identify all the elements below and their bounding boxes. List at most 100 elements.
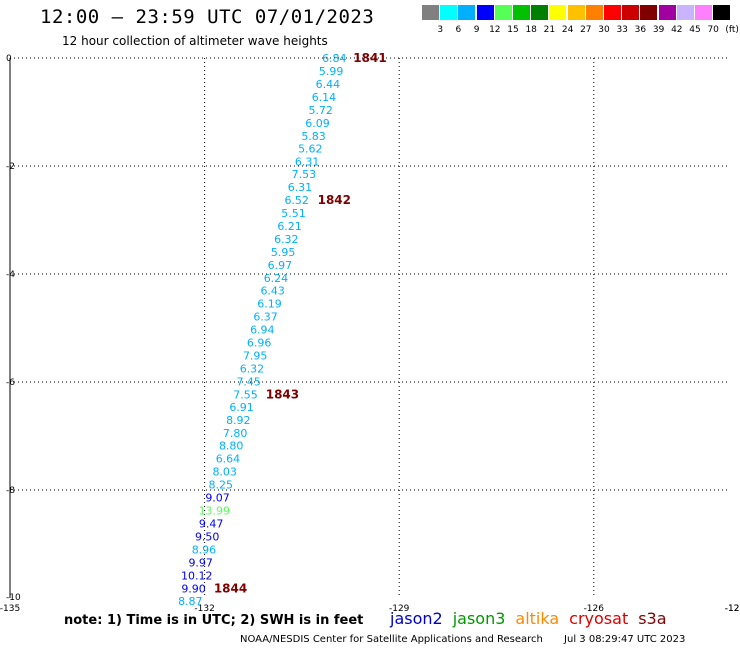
scale-swatch <box>695 5 712 20</box>
scale-swatch <box>549 5 567 20</box>
scale-swatch <box>458 5 476 20</box>
wave-height-point: 5.95 <box>271 246 296 259</box>
wave-height-point: 9.97 <box>188 556 213 569</box>
scale-label: 18 <box>525 25 537 35</box>
scale-swatch <box>640 5 658 20</box>
wave-height-point: 5.51 <box>281 207 306 220</box>
scale-swatch <box>476 5 494 20</box>
wave-height-point: 5.83 <box>301 130 326 143</box>
scale-label: 21 <box>543 25 556 35</box>
scale-swatch <box>422 5 439 20</box>
wave-height-point: 6.31 <box>288 181 313 194</box>
wave-height-point: 9.07 <box>205 492 230 505</box>
wave-height-point: 8.87 <box>178 595 203 608</box>
satellite-jason2: jason2 <box>390 609 443 628</box>
chart-title: 12:00 – 23:59 UTC 07/01/2023 <box>40 6 375 28</box>
wave-height-point: 6.21 <box>277 220 302 233</box>
scale-swatch <box>676 5 694 20</box>
time-label: 1841 <box>353 51 386 65</box>
y-tick-label: -4 <box>6 270 15 280</box>
wave-height-point: 8.80 <box>219 440 244 453</box>
wave-height-point: 8.03 <box>212 466 237 479</box>
scale-label: 3 <box>437 25 444 35</box>
wave-height-point: 8.96 <box>192 543 217 556</box>
wave-height-point: 6.32 <box>240 363 265 376</box>
wave-height-point: 7.95 <box>243 350 268 363</box>
time-label: 1842 <box>318 193 351 207</box>
scale-label: 6 <box>455 25 462 35</box>
x-tick-label: -123 <box>725 604 740 614</box>
satellite-legend: jason2 jason3 altika cryosat s3a <box>390 609 677 628</box>
scale-label: 70 <box>707 25 719 35</box>
note-text: note: 1) Time is in UTC; 2) SWH is in fe… <box>64 613 364 628</box>
footer-org: NOAA/NESDIS Center for Satellite Applica… <box>240 634 543 645</box>
y-tick-label: -8 <box>6 486 15 496</box>
scale-swatch <box>567 5 585 20</box>
wave-height-point: 6.52 <box>284 194 309 207</box>
wave-height-point: 6.32 <box>274 233 299 246</box>
wave-height-point: 7.53 <box>292 168 317 181</box>
footer: NOAA/NESDIS Center for Satellite Applica… <box>240 634 703 645</box>
wave-height-point: 13.99 <box>199 505 231 518</box>
scale-swatch <box>494 5 512 20</box>
wave-height-point: 6.14 <box>312 91 337 104</box>
wave-height-point: 6.96 <box>247 337 272 350</box>
wave-height-point: 8.92 <box>226 414 251 427</box>
wave-height-point: 6.37 <box>253 311 278 324</box>
wave-height-point: 9.47 <box>199 517 224 530</box>
wave-height-point: 6.09 <box>305 117 330 130</box>
wave-height-point: 6.94 <box>250 324 275 337</box>
scale-label: 30 <box>598 25 610 35</box>
wave-height-point: 6.43 <box>260 285 285 298</box>
x-tick-label: -132 <box>194 604 214 614</box>
footer-timestamp: Jul 3 08:29:47 UTC 2023 <box>564 634 686 645</box>
scale-swatch <box>531 5 549 20</box>
satellite-s3a: s3a <box>638 609 667 628</box>
y-tick-label: -10 <box>6 593 21 603</box>
wave-height-point: 6.64 <box>216 453 241 466</box>
scale-label: 24 <box>561 25 574 35</box>
wave-height-point: 10.12 <box>181 569 213 582</box>
y-tick-label: -6 <box>6 378 15 388</box>
wave-height-point: 7.45 <box>236 375 261 388</box>
x-tick-label: -135 <box>0 604 20 614</box>
wave-height-point: 5.62 <box>298 143 323 156</box>
scale-label: 9 <box>473 25 480 35</box>
scale-label: 36 <box>634 25 647 35</box>
scale-swatch <box>622 5 640 20</box>
scale-label: 15 <box>507 25 519 35</box>
wave-height-point: 5.72 <box>308 104 333 117</box>
chart-subtitle: 12 hour collection of altimeter wave hei… <box>62 34 328 48</box>
wave-height-point: 9.90 <box>181 582 206 595</box>
time-label: 1844 <box>214 581 247 595</box>
wave-height-point: 7.80 <box>223 427 248 440</box>
scale-label: 33 <box>616 25 628 35</box>
satellite-jason3: jason3 <box>452 609 506 628</box>
scale-label: (ft) <box>725 25 739 35</box>
scale-swatch <box>513 5 530 20</box>
scale-label: 12 <box>489 25 501 35</box>
scale-label: 42 <box>671 25 683 35</box>
time-label: 1843 <box>266 387 299 401</box>
wave-height-point: 6.97 <box>268 259 293 272</box>
scale-swatch <box>713 5 731 20</box>
x-tick-label: -126 <box>584 604 605 614</box>
wave-height-point: 9.50 <box>195 530 220 543</box>
wave-height-point: 6.84 <box>322 52 347 65</box>
scale-swatch <box>604 5 621 20</box>
wave-height-point: 6.31 <box>295 156 320 169</box>
y-tick-label: 0 <box>6 54 12 64</box>
wave-height-point: 5.99 <box>319 65 344 78</box>
satellite-cryosat: cryosat <box>569 609 629 628</box>
wave-height-point: 6.44 <box>316 78 341 91</box>
satellite-altika: altika <box>515 609 560 628</box>
x-tick-label: -129 <box>389 604 410 614</box>
wave-height-point: 7.55 <box>233 388 258 401</box>
scale-label: 27 <box>580 25 592 35</box>
scale-swatch <box>440 5 458 20</box>
scale-label: 45 <box>689 25 701 35</box>
scale-swatch <box>585 5 603 20</box>
wave-height-point: 6.19 <box>257 298 282 311</box>
scale-label: 39 <box>652 25 665 35</box>
